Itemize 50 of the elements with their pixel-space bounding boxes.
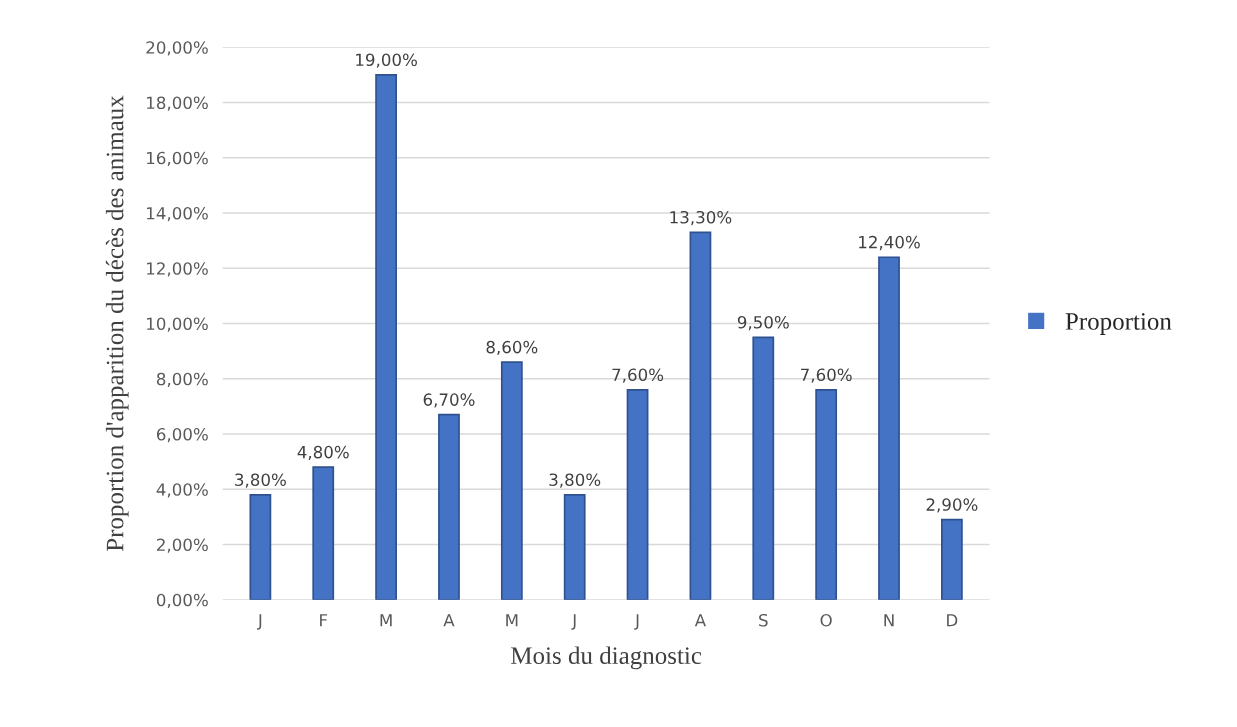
x-tick-label: N <box>884 614 894 627</box>
y-axis-title: Proportion d'apparition du décès des animaux <box>105 95 129 552</box>
y-tick-label: 12,00% <box>147 262 208 277</box>
data-label: 9,50% <box>737 315 789 331</box>
data-label: 3,80% <box>235 473 286 488</box>
data-label: 12,40% <box>859 235 920 251</box>
y-tick-label: 18,00% <box>147 96 208 111</box>
data-label: 7,60% <box>801 368 852 383</box>
bar <box>249 493 272 600</box>
data-label: 19,00% <box>356 53 417 68</box>
y-tick-label: 10,00% <box>147 317 208 332</box>
data-label: 4,80% <box>297 445 349 461</box>
x-tick-label: A <box>443 614 455 627</box>
bar <box>815 388 838 600</box>
y-tick-label: 6,00% <box>156 427 208 443</box>
data-label: 2,90% <box>926 498 978 513</box>
y-tick-label: 20,00% <box>146 41 208 56</box>
y-tick-label: 2,00% <box>157 538 208 553</box>
x-tick-label: F <box>320 614 328 627</box>
x-tick-label: J <box>571 614 576 630</box>
x-tick-label: M <box>506 614 518 627</box>
x-axis-title: Mois du diagnostic <box>511 646 702 670</box>
x-tick-label: S <box>759 613 768 627</box>
bar <box>940 518 963 600</box>
bar <box>375 74 397 600</box>
data-label: 3,80% <box>549 473 601 488</box>
x-tick-label: J <box>634 614 639 630</box>
data-label: 13,30% <box>670 210 732 226</box>
y-tick-label: 8,00% <box>156 372 208 388</box>
bar <box>752 336 775 600</box>
x-tick-label: O <box>820 613 832 627</box>
y-tick-label: 0,00% <box>156 593 208 609</box>
x-tick-label: M <box>380 614 392 627</box>
x-tick-label: A <box>694 614 706 627</box>
bar <box>500 361 523 600</box>
bar <box>563 493 586 600</box>
bar <box>438 413 460 600</box>
y-tick-label: 14,00% <box>147 206 208 222</box>
data-label: 6,70% <box>423 393 475 408</box>
x-tick-label: D <box>947 614 958 627</box>
legend-label: Proportion <box>1065 313 1172 335</box>
data-label: 7,60% <box>612 368 664 383</box>
y-tick-label: 16,00% <box>147 151 208 167</box>
bar <box>626 388 649 600</box>
bar <box>312 466 335 600</box>
x-tick-label: J <box>257 614 262 630</box>
bar <box>878 256 900 600</box>
bar <box>689 231 712 600</box>
data-label: 8,60% <box>486 340 538 356</box>
y-tick-label: 4,00% <box>156 483 208 498</box>
